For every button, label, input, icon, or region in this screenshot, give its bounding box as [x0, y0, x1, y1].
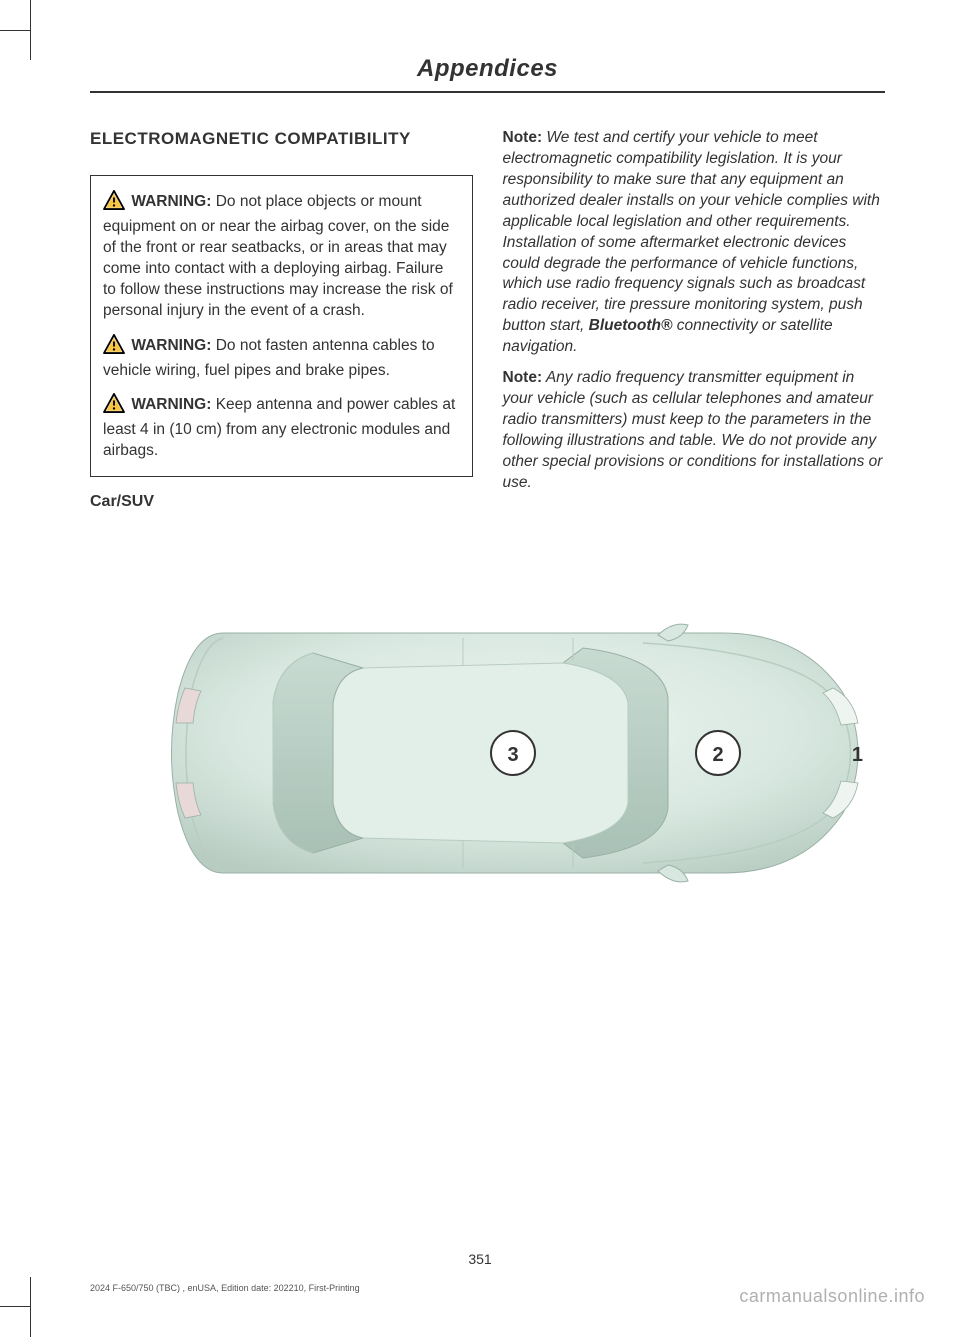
- note-text: Any radio frequency transmitter equipmen…: [503, 369, 883, 491]
- diagram-label-1: 1: [851, 744, 862, 766]
- page-header-title: Appendices: [90, 55, 885, 83]
- two-column-layout: ELECTROMAGNETIC COMPATIBILITY WARNING: D…: [90, 128, 885, 513]
- car-diagram: 3 2 1: [90, 543, 885, 968]
- warning-triangle-icon: [103, 334, 125, 361]
- crop-mark: [0, 1306, 30, 1307]
- left-column: ELECTROMAGNETIC COMPATIBILITY WARNING: D…: [90, 128, 473, 513]
- svg-text:3: 3: [507, 744, 518, 766]
- warning-box: WARNING: Do not place objects or mount e…: [90, 175, 473, 477]
- note-paragraph: Note: Any radio frequency transmitter eq…: [503, 368, 886, 494]
- note-label: Note:: [503, 129, 543, 146]
- note-paragraph: Note: We test and certify your vehicle t…: [503, 128, 886, 358]
- header-rule: [90, 91, 885, 93]
- warning-paragraph: WARNING: Do not place objects or mount e…: [103, 190, 460, 322]
- warning-triangle-icon: [103, 190, 125, 217]
- warning-label: WARNING:: [131, 337, 211, 354]
- crop-mark: [30, 1277, 31, 1337]
- warning-text: Do not place objects or mount equipment …: [103, 193, 453, 319]
- note-label: Note:: [503, 369, 543, 386]
- warning-label: WARNING:: [131, 193, 211, 210]
- diagram-label-3: 3: [491, 731, 535, 775]
- page-number: 351: [0, 1251, 960, 1267]
- diagram-label-2: 2: [696, 731, 740, 775]
- warning-paragraph: WARNING: Do not fasten antenna cables to…: [103, 334, 460, 382]
- warning-paragraph: WARNING: Keep antenna and power cables a…: [103, 393, 460, 462]
- car-top-view-svg: 3 2 1: [103, 543, 873, 963]
- footer-left-text: 2024 F-650/750 (TBC) , enUSA, Edition da…: [90, 1283, 360, 1293]
- note-bold-word: Bluetooth®: [589, 317, 673, 334]
- page-content: Appendices ELECTROMAGNETIC COMPATIBILITY: [0, 0, 960, 998]
- footer-watermark: carmanualsonline.info: [739, 1286, 925, 1307]
- section-heading: ELECTROMAGNETIC COMPATIBILITY: [90, 128, 473, 150]
- warning-triangle-icon: [103, 393, 125, 420]
- warning-label: WARNING:: [131, 396, 211, 413]
- subheading: Car/SUV: [90, 491, 473, 513]
- note-text: We test and certify your vehicle to meet…: [503, 129, 880, 334]
- svg-text:2: 2: [712, 744, 723, 766]
- svg-text:1: 1: [851, 744, 862, 766]
- crop-mark: [0, 30, 30, 31]
- crop-mark: [30, 0, 31, 60]
- right-column: Note: We test and certify your vehicle t…: [503, 128, 886, 513]
